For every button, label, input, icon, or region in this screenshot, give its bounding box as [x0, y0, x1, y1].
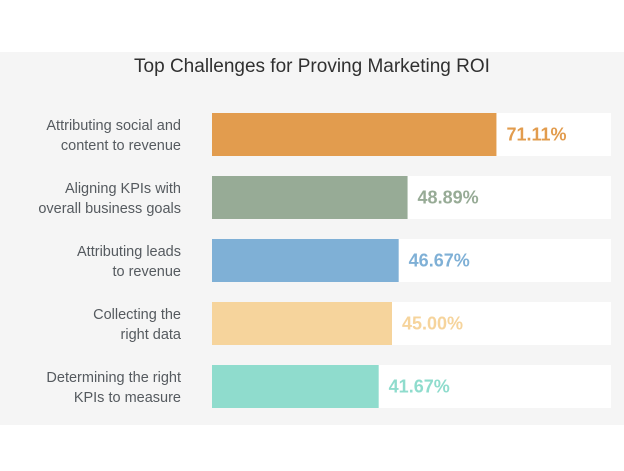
bar: [212, 302, 392, 345]
category-label: Collecting the: [93, 307, 181, 323]
chart-title: Top Challenges for Proving Marketing ROI: [134, 56, 490, 77]
category-label: Attributing social and: [46, 118, 181, 134]
category-label: Aligning KPIs with: [65, 181, 181, 197]
bar: [212, 113, 497, 156]
category-label: Determining the right: [46, 370, 181, 386]
value-label: 46.67%: [409, 251, 470, 271]
category-label: overall business goals: [38, 201, 181, 217]
value-label: 48.89%: [418, 188, 479, 208]
category-label: content to revenue: [61, 138, 181, 154]
bar: [212, 239, 399, 282]
category-label: right data: [121, 327, 182, 343]
bar: [212, 176, 408, 219]
category-label: Attributing leads: [77, 244, 181, 260]
value-label: 45.00%: [402, 314, 463, 334]
category-label: KPIs to measure: [74, 390, 181, 406]
value-label: 41.67%: [389, 377, 450, 397]
bar: [212, 365, 379, 408]
category-label: to revenue: [112, 264, 181, 280]
value-label: 71.11%: [506, 125, 566, 145]
